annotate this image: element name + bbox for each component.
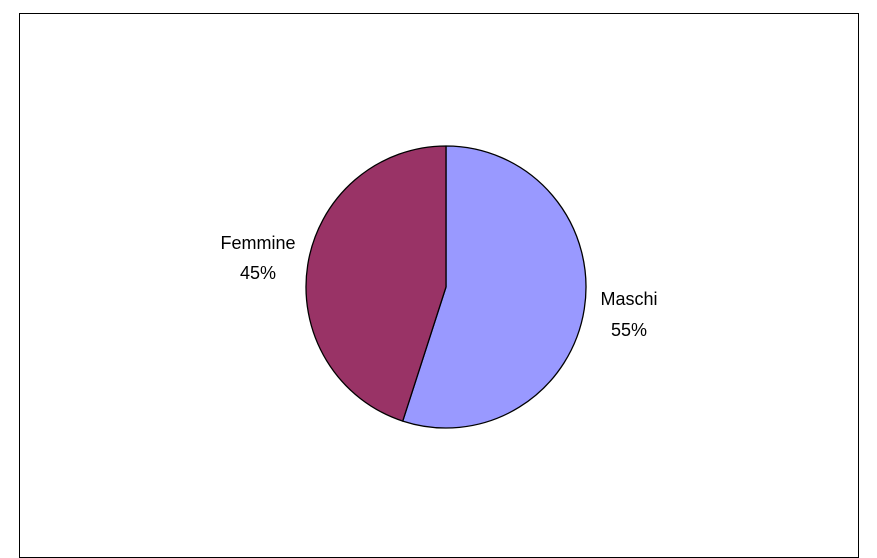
slice-percent-maschi: 55% bbox=[611, 320, 647, 340]
pie-slice-femmine bbox=[305, 145, 447, 422]
slice-label-maschi: Maschi bbox=[600, 289, 657, 309]
slice-percent-femmine: 45% bbox=[240, 263, 276, 283]
pie-slices bbox=[305, 145, 587, 429]
pie-slice-maschi bbox=[402, 145, 587, 429]
slice-label-femmine: Femmine bbox=[220, 233, 295, 253]
pie-labels: Maschi 55% Femmine 45% bbox=[220, 233, 657, 340]
